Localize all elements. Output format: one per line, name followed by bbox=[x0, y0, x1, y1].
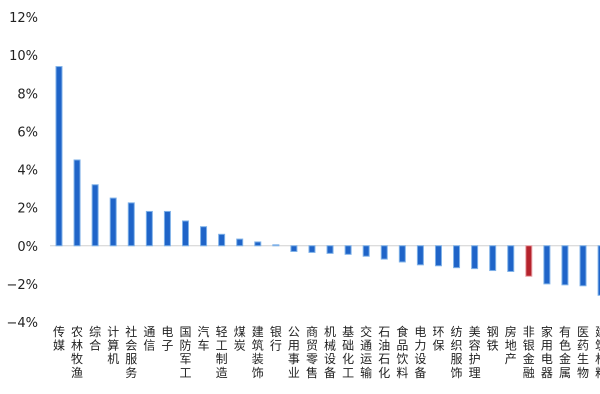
x-category-label: 非银金融 bbox=[523, 325, 535, 380]
bar bbox=[127, 202, 135, 247]
x-category-label: 商贸零售 bbox=[306, 324, 318, 380]
bar bbox=[597, 245, 600, 296]
bar bbox=[434, 245, 442, 267]
y-axis-tick-labels: −4% −2% 0% 2% 4% 6% 8% 10% 12% bbox=[6, 11, 38, 331]
x-category-label: 传媒 bbox=[53, 324, 65, 353]
x-category-label: 建筑装饰 bbox=[252, 325, 264, 380]
bar-series bbox=[55, 66, 600, 296]
bar bbox=[579, 245, 587, 287]
x-category-label: 石油石化 bbox=[378, 325, 390, 380]
x-category-label: 纺织服饰 bbox=[451, 325, 463, 380]
x-category-label: 国防军工 bbox=[179, 325, 191, 380]
x-category-label: 电力设备 bbox=[414, 325, 426, 380]
bar bbox=[181, 220, 189, 247]
x-category-label: 通信 bbox=[143, 325, 155, 353]
x-category-label: 社会服务 bbox=[125, 324, 137, 380]
bar bbox=[55, 66, 63, 247]
bar bbox=[326, 245, 334, 254]
x-category-label: 钢铁 bbox=[487, 325, 499, 353]
x-category-label: 计算机 bbox=[107, 325, 119, 366]
x-axis-category-labels: 传媒农林牧渔综合计算机社会服务通信电子国防军工汽车轻工制造煤炭建筑装饰银行公用事… bbox=[53, 324, 600, 380]
x-category-label: 交通运输 bbox=[360, 324, 372, 380]
x-category-label: 银行 bbox=[270, 325, 282, 353]
y-tick-label: −4% bbox=[6, 316, 38, 331]
x-category-label: 轻工制造 bbox=[216, 325, 228, 380]
bar bbox=[416, 245, 424, 266]
bar bbox=[362, 245, 370, 257]
bar bbox=[91, 184, 99, 247]
bar bbox=[489, 245, 497, 272]
bar bbox=[308, 245, 316, 253]
x-category-label: 基础化工 bbox=[342, 325, 354, 380]
x-category-label: 农林牧渔 bbox=[71, 325, 83, 380]
x-category-label: 美容护理 bbox=[469, 325, 481, 380]
x-category-label: 煤炭 bbox=[234, 325, 246, 353]
y-tick-label: 10% bbox=[9, 49, 38, 64]
bar bbox=[344, 245, 352, 255]
bar bbox=[73, 159, 81, 247]
bar bbox=[561, 245, 569, 286]
bar-highlighted bbox=[525, 245, 533, 277]
x-category-label: 食品饮料 bbox=[396, 324, 408, 380]
bar bbox=[380, 245, 388, 260]
bar bbox=[453, 245, 461, 269]
y-tick-label: −2% bbox=[6, 278, 38, 293]
bar bbox=[218, 233, 226, 247]
bar bbox=[163, 210, 171, 247]
x-category-label: 公用事业 bbox=[288, 325, 300, 380]
y-tick-label: 2% bbox=[17, 202, 38, 217]
x-category-label: 医药生物 bbox=[577, 325, 589, 380]
x-category-label: 建筑材料 bbox=[595, 325, 600, 380]
bar bbox=[236, 238, 244, 247]
bar bbox=[290, 245, 298, 252]
x-category-label: 有色金属 bbox=[559, 325, 571, 380]
bar bbox=[272, 244, 280, 247]
bar bbox=[471, 245, 479, 270]
bar bbox=[507, 245, 515, 272]
x-category-label: 汽车 bbox=[198, 324, 210, 353]
y-tick-label: 8% bbox=[17, 87, 38, 102]
y-tick-label: 0% bbox=[17, 240, 38, 255]
x-category-label: 房地产 bbox=[505, 324, 517, 366]
y-tick-label: 4% bbox=[17, 164, 38, 179]
x-category-label: 综合 bbox=[89, 325, 101, 353]
x-category-label: 电子 bbox=[161, 325, 173, 353]
x-category-label: 环保 bbox=[432, 325, 444, 353]
y-tick-label: 6% bbox=[17, 125, 38, 140]
bar bbox=[109, 197, 117, 247]
x-category-label: 机械设备 bbox=[324, 325, 336, 380]
bar bbox=[200, 226, 208, 247]
bar bbox=[398, 245, 406, 263]
bar bbox=[543, 245, 551, 285]
y-tick-label: 12% bbox=[9, 11, 38, 26]
bar bbox=[254, 241, 262, 247]
x-category-label: 家用电器 bbox=[541, 324, 553, 380]
bar bbox=[145, 210, 153, 247]
